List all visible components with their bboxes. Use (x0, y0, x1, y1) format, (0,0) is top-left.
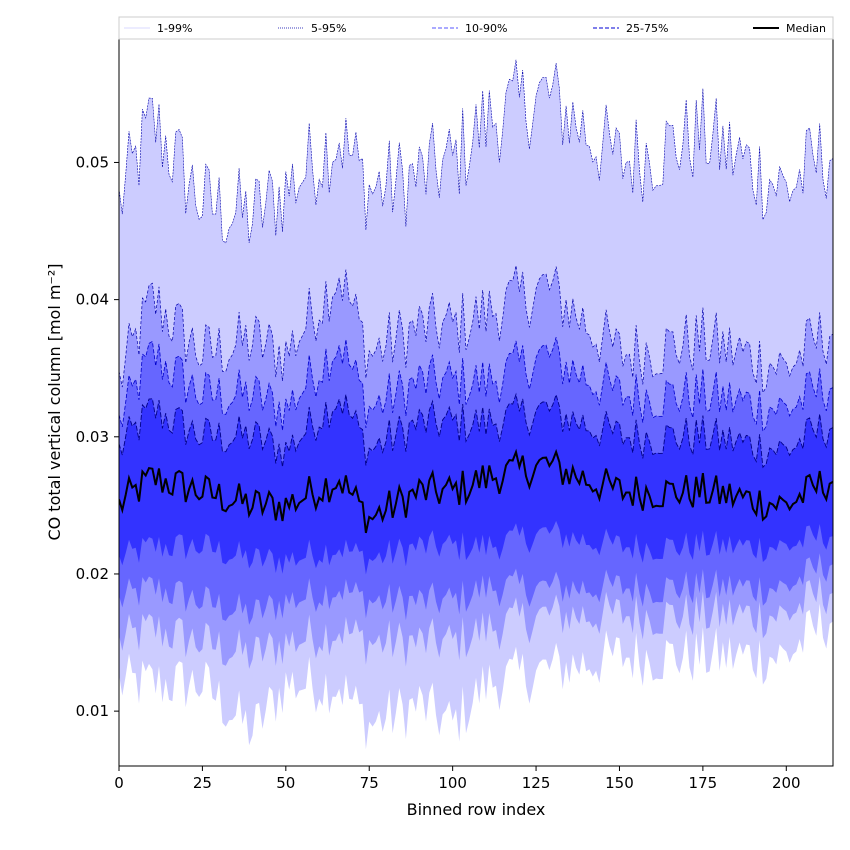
x-tick-label: 0 (114, 774, 124, 792)
legend-box (118, 16, 834, 40)
x-tick-label: 100 (438, 774, 467, 792)
x-tick-label: 125 (522, 774, 551, 792)
band-25-75 (119, 394, 833, 575)
y-tick-label: 0.02 (76, 565, 109, 583)
legend-label: Median (786, 22, 826, 35)
x-tick-label: 25 (193, 774, 212, 792)
median-line (119, 448, 833, 534)
x-axis-label: Binned row index (407, 800, 546, 819)
x-axis: 0 25 50 75 100 125 150 175 200 (114, 766, 801, 792)
x-tick-label: 50 (276, 774, 295, 792)
legend-label: 5-95% (311, 22, 346, 35)
x-tick-label: 75 (360, 774, 379, 792)
y-tick-label: 0.05 (76, 153, 109, 171)
y-tick-label: 0.03 (76, 428, 109, 446)
line-95th (119, 265, 833, 394)
y-axis-label: CO total vertical column [mol m⁻²] (45, 263, 64, 540)
plot-area (119, 59, 833, 750)
line-99th (119, 59, 833, 244)
x-tick-label: 150 (605, 774, 634, 792)
x-tick-label: 200 (772, 774, 801, 792)
x-tick-label: 175 (689, 774, 718, 792)
legend: 1-99% 5-95% 10-90% 25-75% Median (118, 16, 834, 40)
y-axis: 0.01 0.02 0.03 0.04 0.05 (76, 153, 119, 720)
legend-label: 10-90% (465, 22, 507, 35)
line-90th (119, 337, 833, 433)
line-75th (119, 392, 833, 469)
y-tick-label: 0.01 (76, 702, 109, 720)
y-tick-label: 0.04 (76, 291, 109, 309)
legend-label: 25-75% (626, 22, 668, 35)
legend-label: 1-99% (157, 22, 192, 35)
